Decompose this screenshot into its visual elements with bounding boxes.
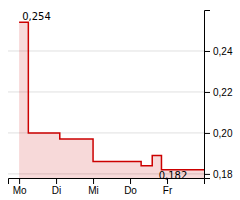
area xyxy=(19,22,204,178)
y-tick: 0,20 xyxy=(204,128,233,139)
y-tick-mark xyxy=(204,92,210,93)
x-tick-label: Fr xyxy=(163,185,173,196)
x-tick-mark xyxy=(56,178,57,184)
y-tick-mark xyxy=(204,174,210,175)
y-tick-mark xyxy=(204,133,210,134)
y-tick-label: 0,24 xyxy=(213,46,233,57)
x-tick-label: Mi xyxy=(88,185,99,196)
annotations: 0,254 0,182 xyxy=(22,11,187,181)
annotation: 0,254 xyxy=(22,11,51,22)
x-tick-label: Di xyxy=(52,185,61,196)
x-tick-label: Mo xyxy=(13,185,27,196)
y-tick: 0,24 xyxy=(204,46,233,57)
y-tick-label: 0,18 xyxy=(213,169,233,180)
x-tick: Mi xyxy=(88,178,99,196)
x-tick-mark xyxy=(93,178,94,184)
x-tick-mark xyxy=(130,178,131,184)
y-tick-mark xyxy=(204,51,210,52)
y-tick: 0,22 xyxy=(204,87,233,98)
x-tick-label: Do xyxy=(124,185,137,196)
x-tick-mark xyxy=(19,178,20,184)
y-tick-label: 0,20 xyxy=(213,128,233,139)
y-axis-line xyxy=(205,11,211,179)
grid-line xyxy=(8,91,204,92)
x-tick: Do xyxy=(124,178,137,196)
y-tick-label: 0,22 xyxy=(213,87,233,98)
annotation: 0,182 xyxy=(159,170,188,181)
y-tick: 0,18 xyxy=(204,169,233,180)
chart: Mo Di Mi Do Fr 0,18 0,20 0,22 0,24 0,254 0,182 xyxy=(0,0,240,200)
y-axis: 0,18 0,20 0,22 0,24 xyxy=(204,11,233,180)
grid-line xyxy=(8,50,204,51)
marks xyxy=(19,22,204,178)
line xyxy=(19,22,204,170)
plot-area: Mo Di Mi Do Fr 0,18 0,20 0,22 0,24 0,254 0,182 xyxy=(8,11,233,197)
x-tick: Mo xyxy=(13,178,27,196)
x-tick: Di xyxy=(52,178,61,196)
